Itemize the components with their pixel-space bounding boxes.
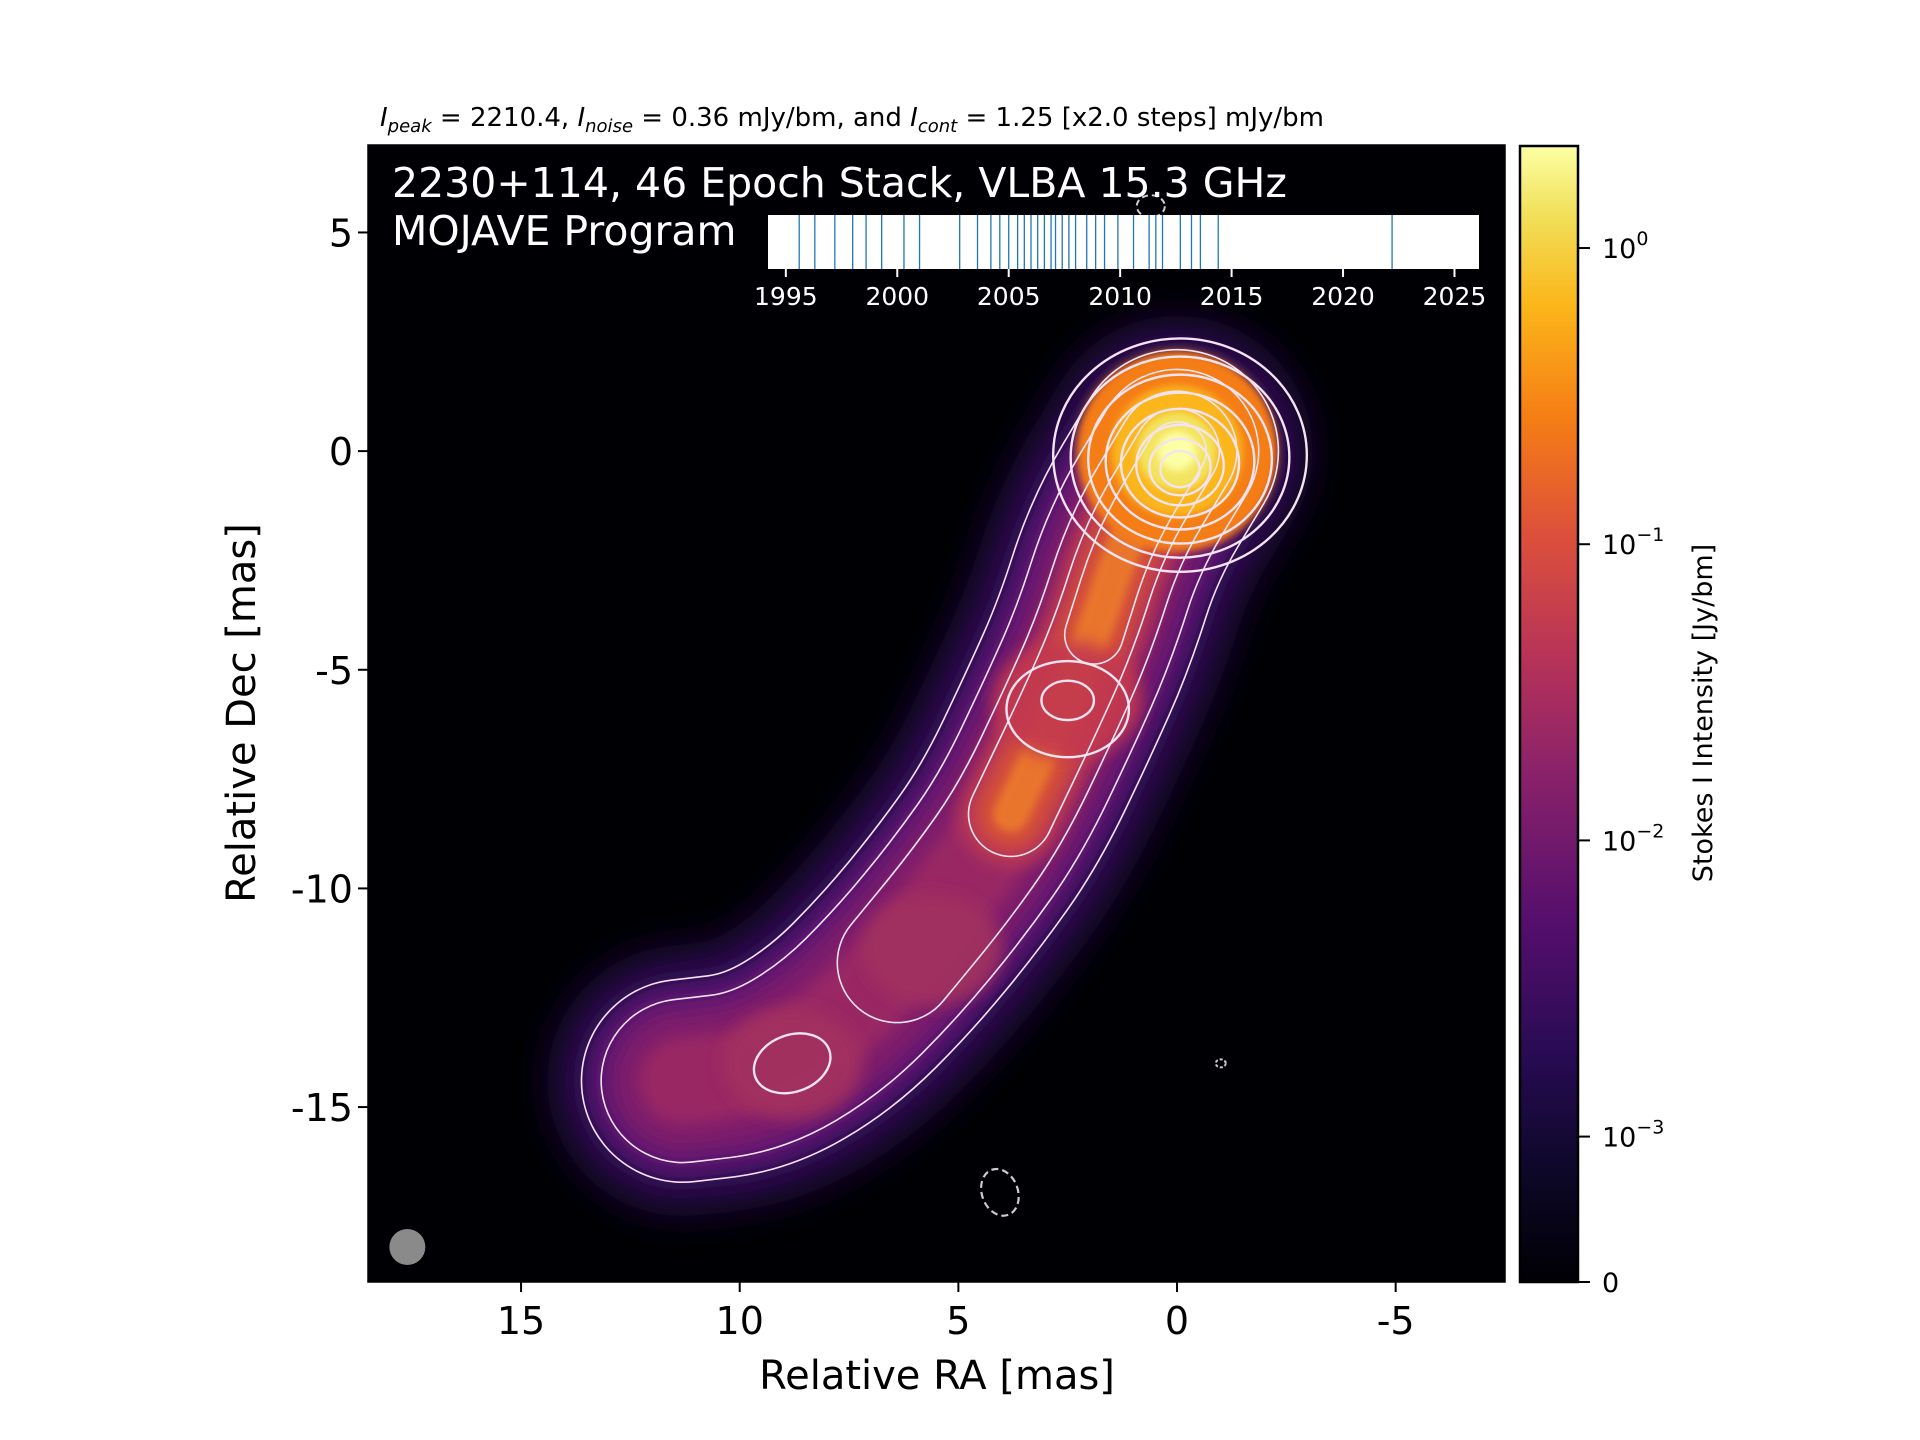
contour-level-5 [368, 145, 1505, 1282]
timeline-tick-label: 2020 [1311, 282, 1375, 311]
epoch-timeline: 1995 2000 2005 2010 2015 2020 2025 [754, 215, 1486, 311]
negative-contour [1214, 1058, 1227, 1069]
core-contour [1159, 449, 1201, 489]
peak-subscript: peak [387, 116, 434, 137]
colorbar-tick-label: 10−2 [1602, 820, 1664, 857]
noise-text: = 0.36 mJy/bm, and [633, 103, 910, 133]
y-tick-label: -15 [291, 1086, 353, 1130]
timeline-ticks: 1995 2000 2005 2010 2015 2020 2025 [754, 269, 1486, 311]
knot-contour [752, 1032, 832, 1095]
colorbar-tick-label: 10−1 [1602, 524, 1664, 561]
noise-subscript: noise [585, 116, 633, 137]
title-line-2: MOJAVE Program [392, 207, 736, 255]
timeline-tick-label: 2005 [977, 282, 1041, 311]
colorbar-tick-exp: −1 [1636, 524, 1664, 546]
colorbar [1518, 144, 1580, 1284]
x-axis-label: Relative RA [mas] [759, 1353, 1115, 1399]
timeline-tick-label: 2025 [1423, 282, 1487, 311]
core-contour [1148, 437, 1212, 497]
core-contour [1052, 337, 1309, 573]
colorbar-tick-base: 10 [1602, 234, 1636, 265]
colorbar-tick-exp: −3 [1636, 1117, 1664, 1139]
panel-border [367, 144, 1506, 1283]
core-contour [1086, 373, 1274, 545]
overlay-marks [389, 194, 1227, 1266]
colorbar-tick-exp: −2 [1636, 820, 1664, 842]
timeline-tick-label: 2000 [865, 282, 929, 311]
colorbar-tick-base: 10 [1602, 530, 1636, 561]
negative-contour [980, 1167, 1020, 1217]
colorbar-tick-base: 10 [1602, 826, 1636, 857]
cont-subscript: cont [918, 116, 958, 137]
x-tick-label: 15 [497, 1299, 545, 1343]
noise-symbol: I [577, 103, 585, 133]
x-tick-label: 5 [946, 1299, 970, 1343]
core-contour [1069, 355, 1291, 559]
cont-text: = 1.25 [x2.0 steps] mJy/bm [957, 103, 1324, 133]
timeline-tick-label: 2015 [1200, 282, 1264, 311]
peak-text: = 2210.4, [432, 103, 578, 133]
contour-set [368, 145, 1505, 1282]
header-line: Ipeak = 2210.4, Inoise = 0.36 mJy/bm, an… [380, 103, 1324, 137]
beam-ellipse [389, 1229, 426, 1266]
x-tick-label: -5 [1377, 1299, 1415, 1343]
colorbar-tick-base: 10 [1602, 1123, 1636, 1154]
title-line-1: 2230+114, 46 Epoch Stack, VLBA 15.3 GHz [392, 159, 1287, 207]
x-axis: 15 10 5 0 -5 [497, 1282, 1415, 1343]
colorbar-tick-base: 0 [1602, 1268, 1619, 1299]
timeline-box [768, 215, 1479, 269]
y-tick-label: -10 [291, 867, 353, 911]
core-contour [1135, 423, 1225, 507]
colorbar-label: Stokes I Intensity [Jy/bm] [1688, 544, 1719, 882]
negative-contour [1135, 194, 1166, 219]
epoch-lines [798, 215, 1393, 269]
x-tick-label: 10 [716, 1299, 764, 1343]
y-axis: 5 0 -5 -10 -15 [291, 211, 368, 1130]
y-tick-label: 0 [329, 430, 353, 474]
cont-symbol: I [910, 103, 918, 133]
timeline-tick-label: 1995 [754, 282, 818, 311]
x-tick-label: 0 [1165, 1299, 1189, 1343]
peak-symbol: I [380, 103, 388, 133]
colorbar-tick-exp: 0 [1636, 228, 1648, 250]
y-axis-label: Relative Dec [mas] [219, 523, 265, 903]
knot-contour [1040, 679, 1096, 722]
colorbar-tick-label: 0 [1602, 1268, 1619, 1299]
core-contour [1119, 407, 1241, 519]
core-contour [1104, 391, 1256, 531]
colorbar-tick-label: 10−3 [1602, 1117, 1664, 1154]
y-tick-label: 5 [329, 211, 353, 255]
colorbar-tick-label: 100 [1602, 228, 1648, 265]
y-tick-label: -5 [315, 649, 353, 693]
knot-contour [1005, 659, 1131, 759]
timeline-tick-label: 2010 [1088, 282, 1152, 311]
